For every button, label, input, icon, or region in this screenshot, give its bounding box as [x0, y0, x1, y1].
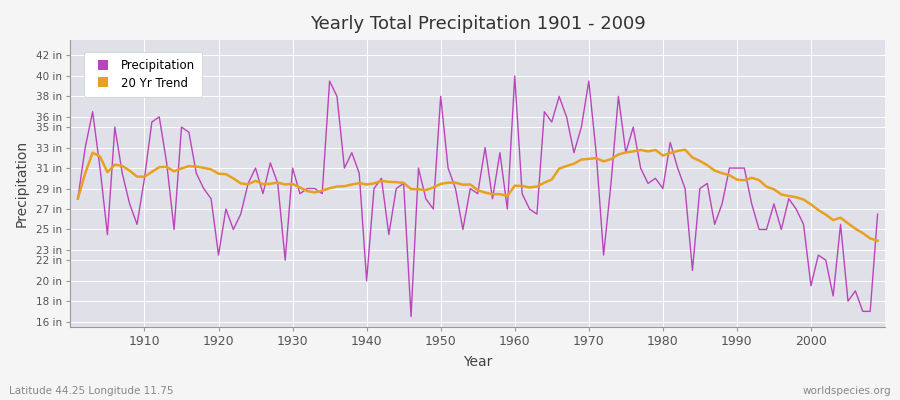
- Text: Latitude 44.25 Longitude 11.75: Latitude 44.25 Longitude 11.75: [9, 386, 174, 396]
- Y-axis label: Precipitation: Precipitation: [15, 140, 29, 227]
- X-axis label: Year: Year: [463, 355, 492, 369]
- Title: Yearly Total Precipitation 1901 - 2009: Yearly Total Precipitation 1901 - 2009: [310, 15, 645, 33]
- Text: worldspecies.org: worldspecies.org: [803, 386, 891, 396]
- Legend: Precipitation, 20 Yr Trend: Precipitation, 20 Yr Trend: [85, 52, 202, 97]
